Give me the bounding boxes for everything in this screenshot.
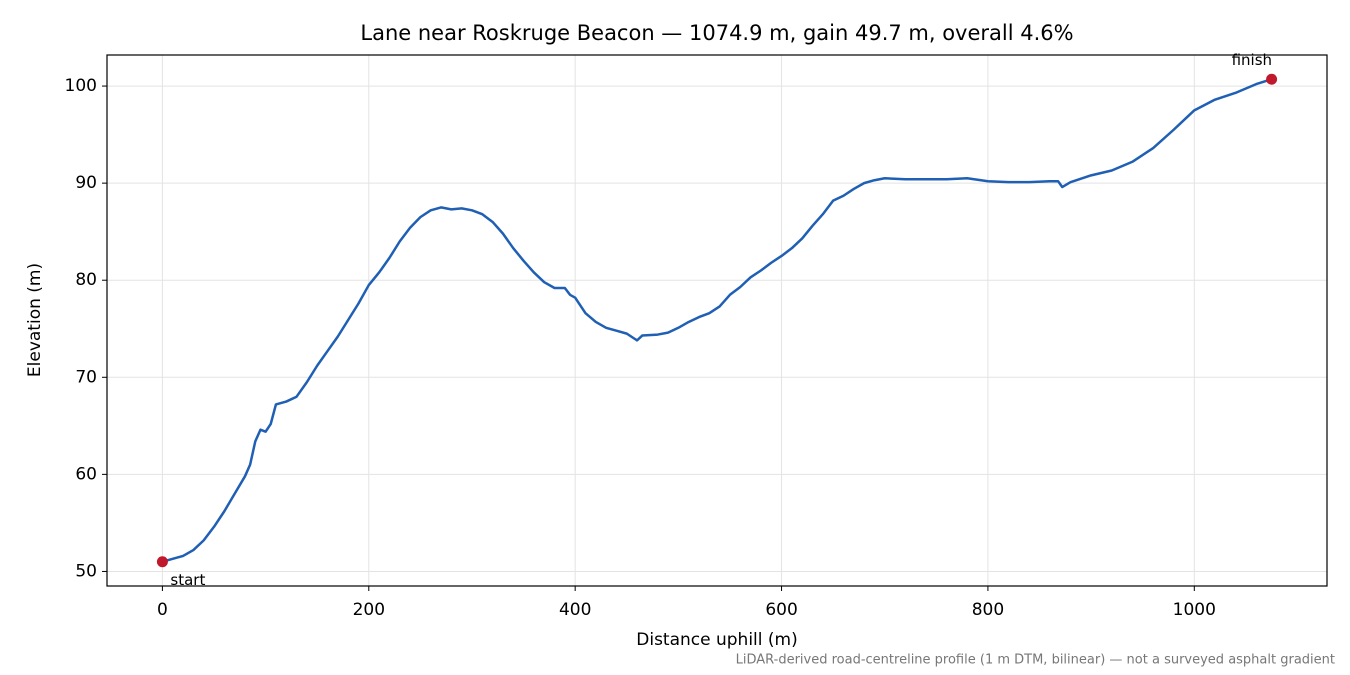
y-axis-label: Elevation (m) (25, 263, 45, 377)
y-tick-label: 100 (65, 76, 97, 96)
elevation-line (162, 78, 1272, 563)
x-tick-label: 600 (765, 600, 797, 620)
endpoint-marker (1266, 73, 1278, 85)
plot-frame (106, 54, 1328, 587)
x-tick-label: 0 (157, 600, 168, 620)
y-tick-label: 50 (75, 561, 97, 581)
x-tick-label: 200 (353, 600, 385, 620)
endpoint-label: finish (1232, 51, 1272, 69)
x-axis-label: Distance uphill (m) (636, 630, 797, 650)
x-tick-label: 400 (559, 600, 591, 620)
y-tick-label: 70 (75, 367, 97, 387)
endpoint-marker (156, 556, 168, 568)
x-tick-label: 800 (972, 600, 1004, 620)
y-tick-label: 60 (75, 464, 97, 484)
y-tick-label: 90 (75, 173, 97, 193)
endpoint-label: start (170, 571, 205, 589)
x-tick-label: 1000 (1173, 600, 1216, 620)
chart-title: Lane near Roskruge Beacon — 1074.9 m, ga… (360, 21, 1073, 45)
footnote: LiDAR-derived road-centreline profile (1… (736, 653, 1335, 668)
y-tick-label: 80 (75, 270, 97, 290)
